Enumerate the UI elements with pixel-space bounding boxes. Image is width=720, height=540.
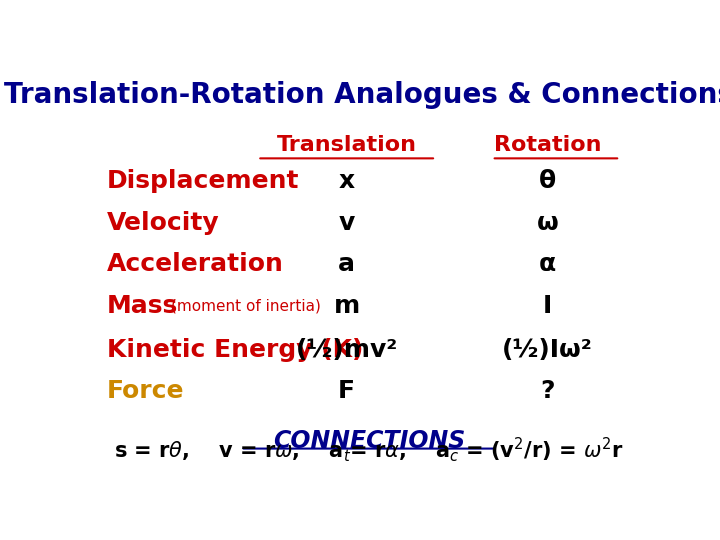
Text: v: v	[338, 211, 355, 235]
Text: Displacement: Displacement	[107, 169, 300, 193]
Text: Translation-Rotation Analogues & Connections: Translation-Rotation Analogues & Connect…	[4, 82, 720, 110]
Text: F: F	[338, 379, 355, 403]
Text: s = r$\theta$,    v = r$\omega$,    a$_t$= r$\alpha$,    a$_c$ = (v$^2$/r) = $\o: s = r$\theta$, v = r$\omega$, a$_t$= r$\…	[114, 435, 624, 464]
Text: x: x	[338, 169, 355, 193]
Text: ?: ?	[540, 379, 555, 403]
Text: Acceleration: Acceleration	[107, 252, 284, 276]
Text: Velocity: Velocity	[107, 211, 220, 235]
Text: (½)Iω²: (½)Iω²	[502, 338, 593, 362]
Text: Force: Force	[107, 379, 184, 403]
Text: ω: ω	[536, 211, 559, 235]
Text: (½)mv²: (½)mv²	[295, 338, 398, 362]
Text: (moment of inertia): (moment of inertia)	[171, 299, 321, 313]
Text: Kinetic Energy (K): Kinetic Energy (K)	[107, 338, 363, 362]
Text: a: a	[338, 252, 355, 276]
Text: Rotation: Rotation	[494, 136, 601, 156]
Text: θ: θ	[539, 169, 556, 193]
Text: α: α	[539, 252, 556, 276]
Text: I: I	[543, 294, 552, 318]
Text: Translation: Translation	[276, 136, 417, 156]
Text: Mass: Mass	[107, 294, 178, 318]
Text: m: m	[333, 294, 360, 318]
Text: CONNECTIONS: CONNECTIONS	[273, 429, 465, 453]
